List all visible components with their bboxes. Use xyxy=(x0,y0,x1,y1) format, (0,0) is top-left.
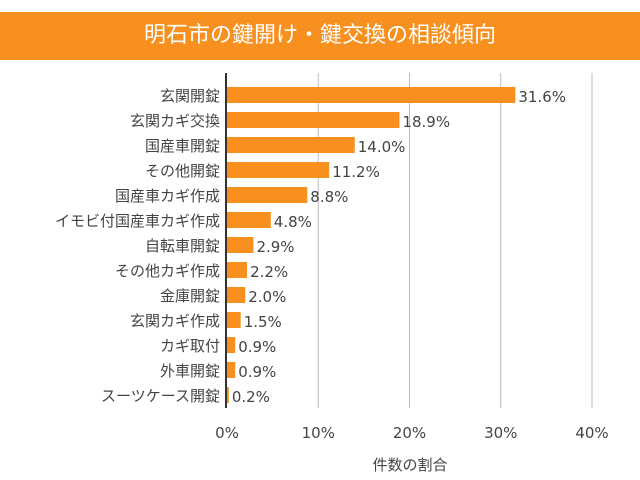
bar xyxy=(227,212,271,228)
bar xyxy=(227,362,236,378)
data-label: 8.8% xyxy=(310,188,348,206)
category-label: 外車開錠 xyxy=(160,362,220,380)
category-label: イモビ付国産車カギ作成 xyxy=(55,212,220,230)
x-axis-label: 件数の割合 xyxy=(372,456,447,474)
data-label: 18.9% xyxy=(402,113,450,131)
data-label: 1.5% xyxy=(244,313,282,331)
data-label: 31.6% xyxy=(518,88,566,106)
data-label: 2.0% xyxy=(248,288,286,306)
data-label: 2.9% xyxy=(256,238,294,256)
bar xyxy=(227,137,355,153)
category-label: 国産車カギ作成 xyxy=(115,187,220,205)
bar xyxy=(227,387,229,403)
bar xyxy=(227,337,236,353)
bar xyxy=(227,312,241,328)
data-label: 11.2% xyxy=(332,163,380,181)
chart-title: 明石市の鍵開け・鍵交換の相談傾向 xyxy=(0,12,640,60)
category-label: その他カギ作成 xyxy=(115,262,220,280)
bar xyxy=(227,112,400,128)
data-label: 14.0% xyxy=(358,138,406,156)
bar xyxy=(227,262,248,278)
data-label: 4.8% xyxy=(274,213,312,231)
bar xyxy=(227,237,254,253)
data-label: 2.2% xyxy=(250,263,288,281)
bar xyxy=(227,287,246,303)
category-label: 国産車開錠 xyxy=(145,137,220,155)
data-label: 0.2% xyxy=(232,388,270,406)
category-label: 玄関カギ交換 xyxy=(130,112,220,130)
x-tick-label: 10% xyxy=(302,424,335,442)
bar xyxy=(227,162,330,178)
x-tick-label: 0% xyxy=(215,424,239,442)
x-tick-label: 30% xyxy=(484,424,517,442)
category-label: 玄関カギ作成 xyxy=(130,312,220,330)
category-label: カギ取付 xyxy=(160,337,220,355)
data-label: 0.9% xyxy=(238,338,276,356)
data-label: 0.9% xyxy=(238,363,276,381)
bar xyxy=(227,187,308,203)
bar xyxy=(227,87,516,103)
category-label: 自転車開錠 xyxy=(145,237,220,255)
category-label: 玄関開錠 xyxy=(160,87,220,105)
x-tick-label: 20% xyxy=(393,424,426,442)
category-label: 金庫開錠 xyxy=(160,287,220,305)
x-tick-label: 40% xyxy=(575,424,608,442)
category-label: その他開錠 xyxy=(145,162,220,180)
category-label: スーツケース開錠 xyxy=(101,387,220,405)
